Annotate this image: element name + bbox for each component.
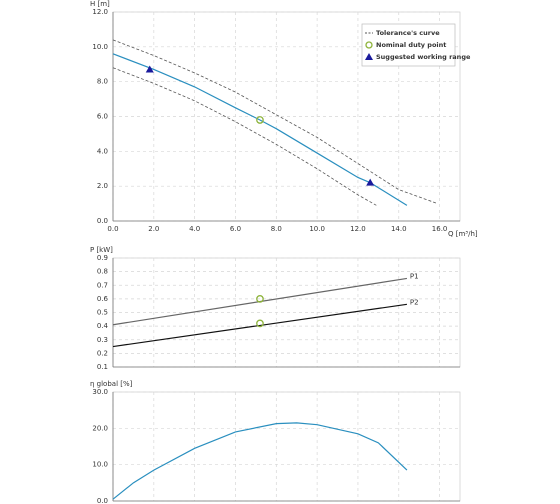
y-tick-label: 6.0 [97, 113, 108, 121]
y-tick-label: 0.0 [97, 217, 108, 225]
y-tick-label: 0.4 [97, 322, 109, 330]
plot-area [112, 391, 461, 502]
x-tick-label: 8.0 [271, 225, 282, 233]
series-label: P1 [410, 272, 419, 280]
series-label: P2 [410, 298, 419, 306]
curve [112, 303, 408, 348]
x-tick-label: 16.0 [432, 225, 448, 233]
curve [112, 422, 408, 500]
y-tick-label: 0.0 [97, 497, 108, 504]
range-marker [366, 178, 375, 186]
y-tick-label: 4.0 [97, 147, 108, 155]
x-tick-label: 14.0 [391, 225, 407, 233]
y-tick-label: 10.0 [92, 43, 108, 51]
x-axis-label: Q [m³/h] [448, 230, 478, 238]
y-axis-label: H [m] [90, 0, 110, 8]
duty-point [256, 319, 264, 328]
curve [112, 67, 377, 206]
y-tick-label: 20.0 [92, 424, 108, 432]
y-tick-label: 10.0 [92, 461, 108, 469]
y-tick-label: 0.8 [97, 268, 108, 276]
y-tick-label: 2.0 [97, 182, 108, 190]
duty-point [256, 295, 264, 303]
legend-symbol [365, 41, 373, 49]
x-tick-label: 6.0 [230, 225, 241, 233]
legend-box [361, 23, 456, 67]
y-tick-label: 0.3 [97, 336, 108, 344]
y-tick-label: 0.1 [97, 363, 108, 371]
x-tick-label: 4.0 [189, 225, 200, 233]
legend-symbol [365, 53, 373, 60]
x-tick-label: 10.0 [309, 225, 325, 233]
y-tick-label: 0.5 [97, 309, 108, 317]
curve [112, 39, 438, 204]
x-tick-label: 12.0 [350, 225, 366, 233]
curve [112, 53, 408, 206]
legend-label: Nominal duty point [376, 41, 446, 49]
y-tick-label: 0.9 [97, 254, 108, 262]
y-axis-label: η global [%] [90, 380, 133, 388]
y-tick-label: 8.0 [97, 78, 108, 86]
y-tick-label: 0.2 [97, 349, 108, 357]
x-tick-label: 2.0 [148, 225, 159, 233]
legend-label: Tolerance's curve [376, 29, 440, 37]
y-tick-label: 12.0 [92, 8, 108, 16]
y-tick-label: 0.7 [97, 281, 108, 289]
duty-point [256, 116, 264, 124]
y-tick-label: 0.6 [97, 295, 109, 303]
legend-label: Suggested working range [376, 53, 471, 61]
x-tick-label: 0.0 [107, 225, 118, 233]
range-marker [145, 65, 154, 73]
y-axis-label: P [kW] [90, 246, 113, 254]
y-tick-label: 30.0 [92, 388, 108, 396]
